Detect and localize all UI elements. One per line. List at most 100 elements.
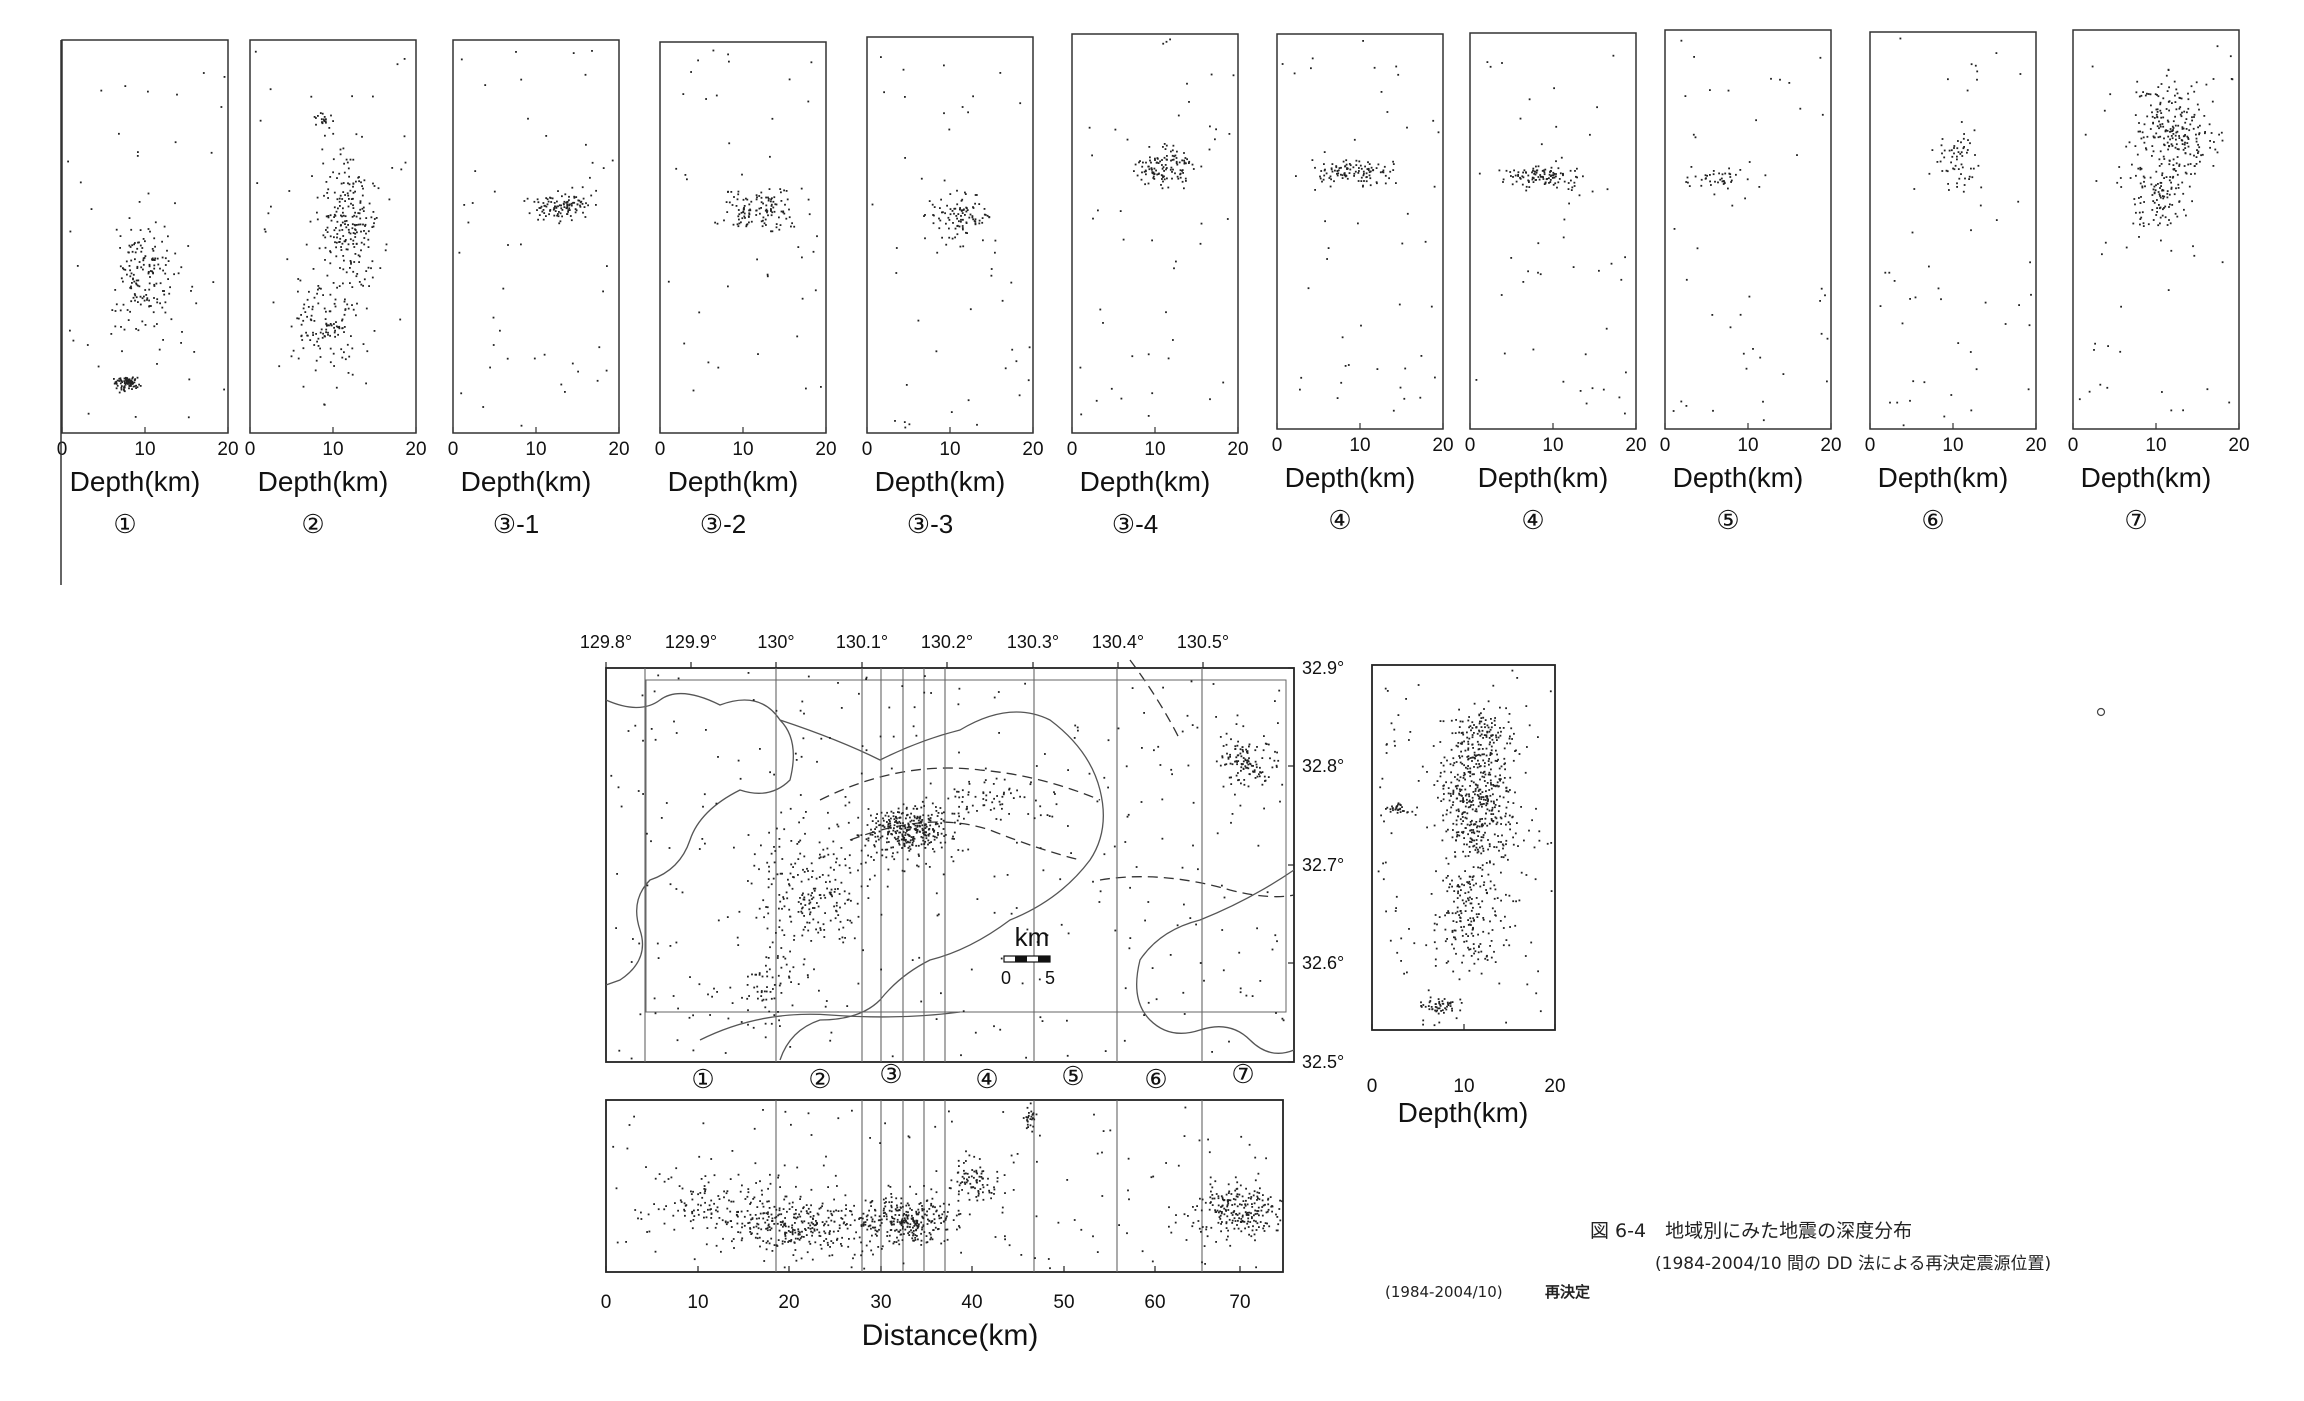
hypocenter-dots (1879, 37, 2032, 427)
depth-tick-label: 10 (134, 439, 155, 460)
side-depth-frame (1371, 664, 1556, 1031)
depth-tick-label: 0 (862, 439, 873, 460)
region-label: ① (691, 1064, 714, 1094)
lon-tick-label: 130.5° (1177, 632, 1229, 652)
section-hypocenter-dots (612, 1102, 1283, 1270)
depth-axis-label: Depth(km) (668, 466, 799, 497)
region-label: ② (808, 1064, 831, 1094)
depth-axis-label: Depth(km) (1285, 462, 1416, 493)
fault-lines (819, 659, 1295, 898)
lat-tick-label: 32.6° (1302, 953, 1344, 973)
strip-panel-frame (1664, 29, 1832, 430)
region-label: ⑤ (1061, 1061, 1084, 1091)
method-label: 再決定 (1545, 1283, 1590, 1301)
figure-title: 図 6-4 地域別にみた地震の深度分布 (1590, 1220, 1912, 1242)
strip-panel: 0 10 20 Depth(km) ② (245, 39, 427, 539)
depth-axis-label: Depth(km) (2081, 462, 2212, 493)
coast-south (699, 1011, 961, 1041)
strip-panel-label: ⑤ (1716, 505, 1739, 535)
depth-tick-label: 10 (525, 439, 546, 460)
depth-axis-label: Depth(km) (70, 466, 201, 497)
depth-tick-label: 0 (57, 439, 68, 460)
strip-panel: 0 10 20 Depth(km) ④ (1465, 32, 1647, 535)
map-frame (605, 667, 1295, 1063)
region-label: ⑥ (1144, 1064, 1167, 1094)
coast-west (605, 692, 794, 986)
hypocenter-dots (1672, 39, 1829, 422)
scale-unit: km (1015, 922, 1050, 952)
distance-tick-label: 0 (601, 1292, 612, 1313)
distance-tick-label: 50 (1053, 1292, 1074, 1313)
strip-panel-label: ⑥ (1921, 505, 1944, 535)
depth-tick-label: 20 (405, 439, 426, 460)
region-label: ⑦ (1231, 1059, 1254, 1089)
strip-panel-label: ③-4 (1112, 509, 1158, 539)
strip-panel-label: ⑦ (2124, 505, 2147, 535)
period-label: (1984-2004/10) (1385, 1283, 1503, 1301)
depth-tick-label: 20 (1432, 435, 1453, 456)
strip-panel: 0 10 20 Depth(km) ⑦ (2068, 29, 2250, 535)
side-depth-tick-label: 0 (1367, 1076, 1378, 1097)
strip-panels: 0 10 20 Depth(km) ① 0 10 20 Depth(km) ② 0 10 20 Depth… (57, 29, 2250, 585)
depth-tick-label: 20 (2228, 435, 2249, 456)
scale-bar-segment (1015, 956, 1027, 962)
side-depth-panel: 0 10 20 Depth(km) (1367, 664, 2106, 1128)
distance-tick-label: 20 (778, 1292, 799, 1313)
strip-panel-label: ① (113, 509, 136, 539)
depth-axis-label: Depth(km) (1080, 466, 1211, 497)
strip-panel: 0 10 20 Depth(km) ④ (1272, 33, 1454, 535)
depth-axis-label: Depth(km) (1673, 462, 1804, 493)
strip-panel-frame (1469, 32, 1637, 430)
hypocenter-dots (1281, 40, 1440, 412)
depth-tick-label: 10 (939, 439, 960, 460)
fault-line (819, 767, 1101, 801)
depth-tick-label: 20 (1820, 435, 1841, 456)
depth-tick-label: 10 (1942, 435, 1963, 456)
depth-axis-label: Depth(km) (461, 466, 592, 497)
depth-tick-label: 20 (2025, 435, 2046, 456)
strip-panel: 0 10 20 Depth(km) ③-2 (655, 41, 837, 539)
stray-mark (2096, 707, 2106, 717)
side-hypocenter-dots (1377, 669, 1553, 1027)
lon-tick-label: 130.3° (1007, 632, 1059, 652)
strip-panel-frame (2072, 29, 2240, 430)
depth-tick-label: 0 (655, 439, 666, 460)
strip-panel: 0 10 20 Depth(km) ③-4 (1067, 33, 1249, 539)
depth-tick-label: 20 (1227, 439, 1248, 460)
hypocenter-dots (1475, 54, 1627, 415)
lon-tick-label: 130.4° (1092, 632, 1144, 652)
depth-tick-label: 10 (2145, 435, 2166, 456)
depth-tick-label: 10 (1349, 435, 1370, 456)
depth-axis-label: Depth(km) (1878, 462, 2009, 493)
strip-panel-label: ③-3 (907, 509, 953, 539)
depth-axis-label: Depth(km) (875, 466, 1006, 497)
caption: 図 6-4 地域別にみた地震の深度分布 (1984-2004/10 間の DD … (1385, 1220, 2051, 1301)
strip-panel-frame (659, 41, 827, 434)
depth-tick-label: 20 (217, 439, 238, 460)
fault-line (1129, 659, 1181, 741)
strip-panel: 0 10 20 Depth(km) ③-1 (448, 39, 630, 539)
strip-panel: 0 10 20 Depth(km) ③-3 (862, 36, 1044, 539)
scale-bar-segment (1038, 956, 1050, 962)
strip-panel-frame (866, 36, 1034, 434)
cross-section: 0 10 20 30 40 50 60 70 Distance(km) (601, 1099, 1284, 1352)
depth-tick-label: 10 (732, 439, 753, 460)
depth-tick-label: 0 (1865, 435, 1876, 456)
scale-tick-label: 5 (1045, 968, 1055, 988)
strip-panel-label: ④ (1521, 505, 1544, 535)
strip-panel-frame (452, 39, 620, 434)
distance-tick-label: 70 (1229, 1292, 1250, 1313)
epicenter-map: 129.8° 129.9° 130° 130.1° 130.2° 130.3° 130.4°… (580, 632, 1344, 1094)
depth-tick-label: 10 (1737, 435, 1758, 456)
side-depth-axis-label: Depth(km) (1398, 1097, 1529, 1128)
epicenter-dots (610, 672, 1285, 1060)
region-label: ④ (975, 1064, 998, 1094)
strip-panel-frame (61, 39, 229, 434)
hypocenter-dots (458, 50, 614, 427)
hypocenter-dots (871, 56, 1031, 429)
depth-tick-label: 0 (448, 439, 459, 460)
section-division-lines (775, 1100, 1203, 1272)
lat-tick-label: 32.9° (1302, 658, 1344, 678)
hypocenter-dots (2078, 45, 2234, 412)
